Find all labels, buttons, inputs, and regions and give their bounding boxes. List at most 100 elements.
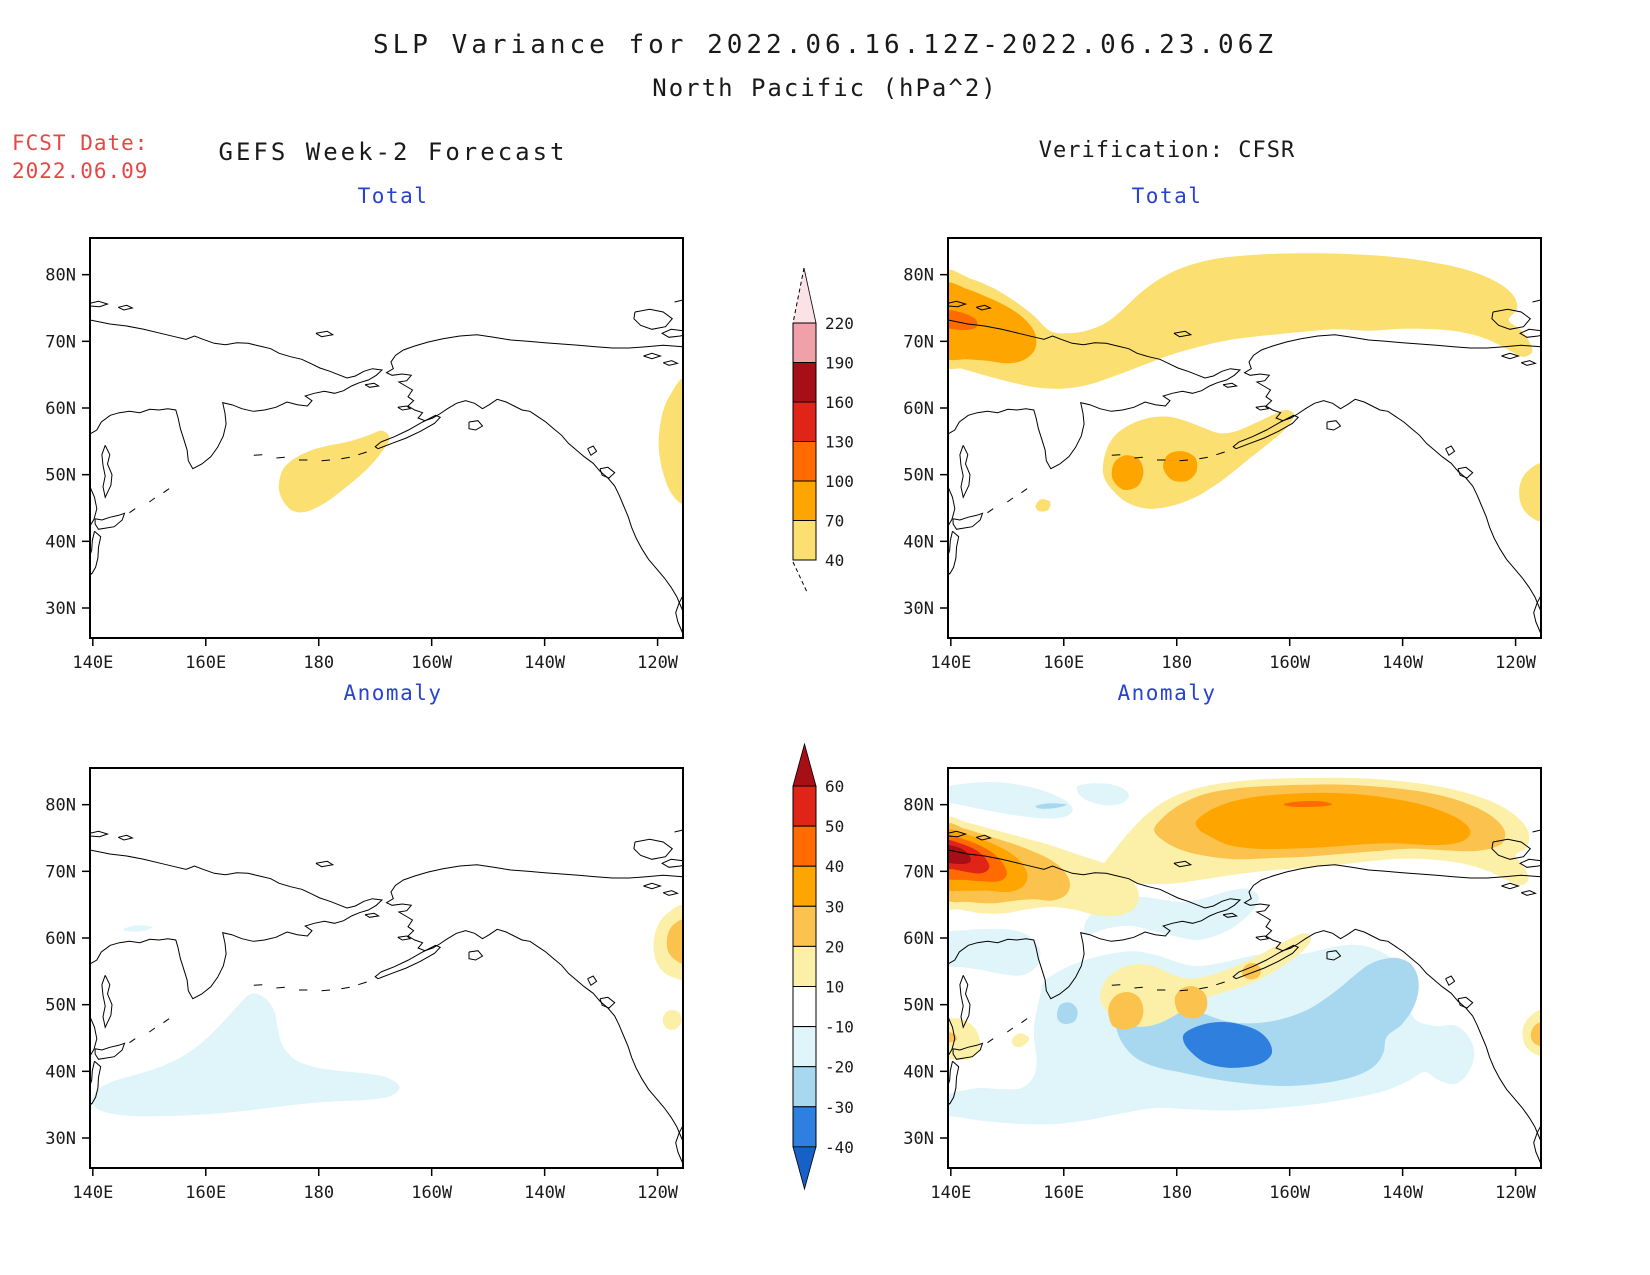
coastline-path [599, 466, 616, 479]
colorbar-band [792, 322, 817, 363]
coastline-path [129, 1038, 136, 1044]
colorbar-band [792, 480, 817, 521]
coastline-path [1111, 454, 1121, 456]
map-svg-cfsr-total: 140E 160E 180 160W 140W 120W 80N 70N 60N 50N 40N 30… [903, 237, 1542, 673]
coastline-path [948, 830, 968, 838]
x-tick-label: 140W [524, 653, 566, 673]
y-tick-label: 80N [45, 266, 76, 286]
colorbar-label: 10 [825, 978, 844, 997]
contour-region [1195, 792, 1471, 850]
coastline-path [358, 451, 367, 456]
y-tick-label: 80N [45, 796, 76, 816]
coastline-path [1216, 451, 1225, 456]
x-tick-label: 140E [930, 1183, 971, 1203]
contour-region [1111, 455, 1144, 491]
colorbar-tip-edge [803, 267, 817, 324]
coastline-path [364, 912, 381, 918]
x-tick-label: 180 [1161, 653, 1192, 673]
map-area: 140E 160E 180 160W 140W 120W 80N 70N 60N 50N 40N 30… [45, 767, 684, 1203]
y-tick-label: 40N [903, 1062, 934, 1082]
coastline-path [341, 456, 350, 460]
x-tick-label: 120W [637, 653, 679, 673]
coastline-path [1111, 984, 1121, 986]
coastline-path [94, 512, 126, 530]
map-area: 140E 160E 180 160W 140W 120W 80N 70N 60N 50N 40N 30… [903, 767, 1542, 1203]
x-tick-label: 140E [930, 653, 971, 673]
colorbar-label: 220 [825, 314, 854, 333]
coastline-path [101, 975, 113, 1029]
coastline-path [948, 849, 1242, 1000]
y-tick-label: 80N [903, 796, 934, 816]
contour-region [123, 925, 153, 932]
colorbar-band [792, 825, 817, 867]
map-svg-gefs-total: 140E 160E 180 160W 140W 120W 80N 70N 60N 50N 40N 30… [45, 237, 684, 673]
colorbar-total-svg: 220 190 160 130 100 70 40 [792, 267, 854, 593]
contour-region [1174, 986, 1208, 1019]
coastline-path [975, 834, 992, 841]
x-tick-label: 140E [72, 653, 113, 673]
coastline-path [959, 975, 971, 1029]
map-panel-gefs-anomaly: 140E 160E 180 160W 140W 120W 80N 70N 60N 50N 40N 30… [28, 756, 688, 1204]
coastline-path [1532, 299, 1541, 303]
coastline-path [397, 935, 412, 941]
map-svg-cfsr-anomaly: 140E 160E 180 160W 140W 120W 80N 70N 60N 50N 40N 30… [903, 767, 1542, 1203]
coastline-path [129, 508, 136, 514]
colorbar-anomaly: 60 50 40 30 20 10 -10 -20 -30 -40 [791, 712, 871, 1194]
coastline-path [1532, 829, 1541, 833]
coastline-path [117, 304, 134, 311]
coastline-path [90, 830, 110, 838]
coastline-path [1457, 466, 1474, 479]
colorbar-label: 190 [825, 354, 854, 373]
contour-region [948, 253, 1533, 389]
x-tick-label: 120W [637, 1183, 679, 1203]
coastline-path [675, 1125, 683, 1165]
y-tick-label: 70N [903, 332, 934, 352]
map-frame [947, 237, 1542, 639]
coastline-path [468, 950, 484, 961]
coastline-path [1134, 456, 1143, 459]
colorbar-bottom-tip [792, 1146, 817, 1191]
x-tick-label: 140W [524, 1183, 566, 1203]
map-panel-cfsr-anomaly: 140E 160E 180 160W 140W 120W 80N 70N 60N 50N 40N 30… [886, 756, 1546, 1204]
coastline-path [385, 864, 683, 1142]
x-tick-label: 120W [1495, 1183, 1537, 1203]
y-tick-label: 50N [45, 466, 76, 486]
y-tick-label: 80N [903, 266, 934, 286]
coastline-path [948, 1016, 956, 1057]
coastline-path [661, 328, 683, 338]
contour-region [1035, 803, 1067, 809]
contour-region [1011, 1033, 1030, 1048]
contour-region [1076, 783, 1129, 806]
coastline-path [1232, 414, 1300, 450]
x-tick-label: 160E [185, 653, 226, 673]
x-tick-label: 180 [303, 653, 334, 673]
coastline-path [948, 486, 956, 527]
fcst-date: FCST Date: 2022.06.09 [12, 129, 148, 185]
x-tick-label: 160E [1043, 1183, 1084, 1203]
y-tick-label: 70N [903, 862, 934, 882]
coastline-path [948, 530, 960, 575]
coastline-path [1179, 459, 1189, 462]
coastline-path [587, 975, 598, 987]
contour-region [1100, 933, 1312, 1027]
colorbar-label: 30 [825, 897, 844, 916]
coastline-path [1326, 950, 1342, 961]
coastline-path [1445, 445, 1456, 457]
x-tick-label: 140W [1382, 1183, 1424, 1203]
coastline-path [1326, 420, 1342, 431]
column-heading-verification: Verification: CFSR [1038, 138, 1296, 163]
figure-subtitle: North Pacific (hPa^2) [652, 74, 998, 102]
coastline-path [94, 1042, 126, 1060]
colorbar-band [792, 441, 817, 482]
coastline-path [468, 420, 484, 431]
y-tick-label: 30N [45, 1129, 76, 1149]
coastline-path [587, 445, 598, 457]
coastline-path [952, 1042, 984, 1060]
contour-region [1182, 1022, 1273, 1068]
x-tick-label: 160W [1269, 1183, 1311, 1203]
x-tick-label: 140W [1382, 653, 1424, 673]
coastline-path [1533, 1125, 1541, 1165]
map-frame [947, 767, 1542, 1169]
coastline-path [1232, 944, 1300, 980]
coastline-path [163, 1018, 170, 1024]
